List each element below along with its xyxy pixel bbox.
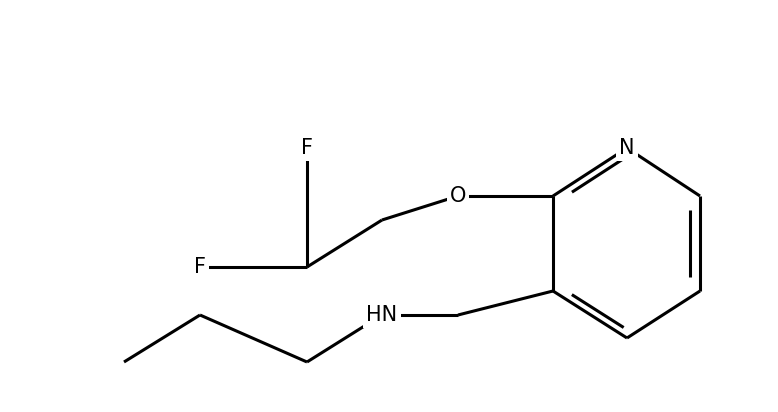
Text: F: F bbox=[301, 138, 313, 158]
Text: O: O bbox=[450, 186, 466, 206]
Text: HN: HN bbox=[366, 305, 398, 325]
Text: N: N bbox=[619, 138, 635, 158]
Text: F: F bbox=[194, 257, 206, 277]
